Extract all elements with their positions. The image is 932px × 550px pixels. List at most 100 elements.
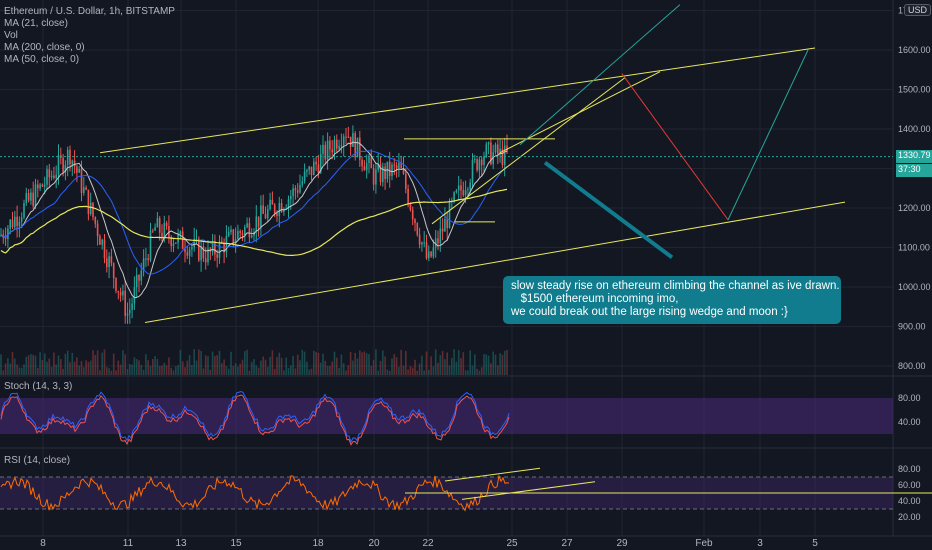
price-tick-label: 1100.00 bbox=[898, 243, 930, 253]
volume-bar bbox=[30, 354, 32, 375]
volume-bar bbox=[331, 361, 333, 375]
channel-upper-line bbox=[499, 71, 661, 154]
candle-body bbox=[428, 251, 430, 259]
volume-bar bbox=[147, 360, 149, 375]
volume-bar bbox=[165, 365, 168, 375]
candle-body bbox=[62, 157, 64, 173]
candle-body bbox=[425, 242, 428, 259]
volume-bar bbox=[448, 365, 451, 375]
volume-bar bbox=[347, 365, 350, 375]
volume-bar bbox=[503, 350, 506, 375]
candle-body bbox=[122, 290, 124, 296]
volume-bar bbox=[9, 363, 11, 375]
candle-body bbox=[414, 219, 416, 224]
volume-bar bbox=[69, 362, 71, 375]
volume-bar bbox=[175, 366, 177, 375]
volume-bar bbox=[16, 364, 18, 375]
time-tick-label: 11 bbox=[123, 538, 134, 549]
rsi-trendline bbox=[461, 481, 596, 500]
candle-body bbox=[30, 192, 32, 201]
candle-body bbox=[340, 145, 343, 147]
trend-drawings bbox=[0, 4, 893, 324]
candle-body bbox=[4, 237, 7, 240]
candle-body bbox=[329, 140, 331, 150]
volume-bar bbox=[161, 365, 163, 375]
volume-bar bbox=[356, 358, 359, 375]
candle-body bbox=[260, 205, 262, 227]
volume-bar bbox=[99, 370, 101, 375]
candle-body bbox=[115, 278, 117, 292]
currency-badge[interactable]: USD bbox=[904, 4, 932, 16]
candle-body bbox=[126, 313, 129, 316]
volume-bar bbox=[85, 360, 87, 375]
volume-bar bbox=[460, 358, 462, 375]
volume-bar bbox=[370, 365, 373, 375]
volume-bar bbox=[409, 366, 412, 375]
candle-body bbox=[239, 231, 241, 234]
volume-bar bbox=[262, 356, 264, 375]
stoch-tick-label: 40.00 bbox=[898, 417, 921, 427]
candle-body bbox=[227, 231, 230, 237]
candle-body bbox=[269, 199, 271, 210]
candle-body bbox=[271, 199, 274, 205]
legend-vol: Vol bbox=[4, 30, 18, 41]
candle-body bbox=[492, 152, 494, 165]
candle-body bbox=[106, 258, 108, 268]
projection-up-line bbox=[727, 49, 809, 221]
volume-bar bbox=[170, 367, 172, 375]
candle-body bbox=[250, 235, 253, 238]
volume-bar bbox=[352, 360, 354, 375]
volume-bar bbox=[283, 370, 285, 375]
volume-bar bbox=[471, 365, 474, 375]
volume-bar bbox=[241, 359, 244, 375]
candle-body bbox=[161, 232, 163, 238]
candle-body bbox=[471, 159, 474, 183]
volume-bar bbox=[60, 359, 62, 375]
volume-bar bbox=[142, 369, 145, 375]
volume-bar bbox=[149, 365, 152, 375]
wedge-upper-line bbox=[99, 47, 816, 154]
volume-bar bbox=[393, 354, 396, 375]
candle-body bbox=[462, 190, 465, 196]
candle-body bbox=[347, 136, 350, 138]
candle-body bbox=[345, 136, 347, 138]
candle-body bbox=[393, 164, 396, 166]
volume-bar bbox=[106, 367, 108, 375]
volume-bar bbox=[290, 365, 292, 375]
candle-body bbox=[361, 159, 363, 166]
candle-body bbox=[386, 161, 389, 179]
candle-body bbox=[11, 219, 14, 228]
volume-bar bbox=[25, 356, 28, 375]
volume-bar bbox=[388, 370, 391, 375]
candle-body bbox=[112, 263, 115, 279]
annotation-callout[interactable]: slow steady rise on ethereum climbing th… bbox=[503, 276, 841, 324]
volume-bar bbox=[402, 365, 405, 375]
volume-bar bbox=[439, 355, 442, 375]
volume-bar bbox=[506, 349, 508, 375]
volume-bar bbox=[421, 355, 423, 375]
legend-ma50: MA (50, close, 0) bbox=[4, 54, 80, 65]
volume-bar bbox=[112, 353, 115, 375]
candle-body bbox=[87, 189, 90, 214]
candle-body bbox=[499, 148, 501, 155]
volume-bar bbox=[377, 370, 379, 375]
volume-bar bbox=[195, 360, 198, 375]
volume-bar bbox=[432, 366, 435, 375]
candle-body bbox=[18, 221, 21, 227]
candle-body bbox=[411, 209, 414, 220]
volume-bar bbox=[354, 352, 356, 375]
volume-bar bbox=[2, 370, 5, 375]
candle-body bbox=[280, 203, 283, 212]
volume-bar bbox=[64, 353, 67, 375]
candle-body bbox=[398, 162, 400, 169]
volume-bar bbox=[425, 351, 428, 375]
volume-bar bbox=[119, 364, 122, 375]
candle-body bbox=[494, 144, 497, 153]
candle-body bbox=[20, 217, 23, 222]
candlesticks bbox=[0, 125, 508, 324]
candle-body bbox=[163, 222, 166, 238]
candle-body bbox=[336, 139, 338, 149]
candle-body bbox=[195, 238, 198, 240]
candle-body bbox=[147, 258, 149, 261]
